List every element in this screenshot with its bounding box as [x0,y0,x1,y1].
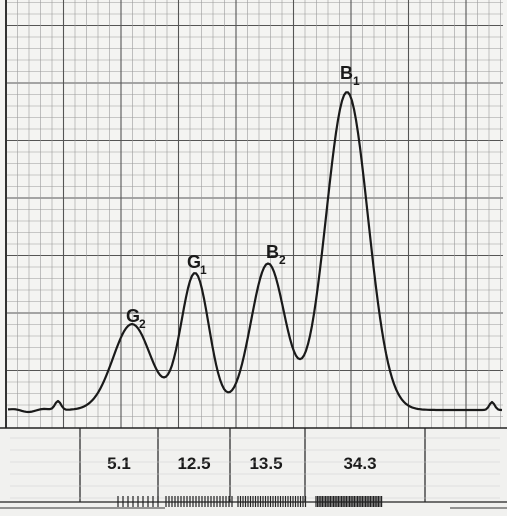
integration-ticks [117,496,383,507]
peak-label-subscript: 1 [353,74,360,88]
peak-value-label: 34.3 [343,454,376,473]
peak-label-subscript: 2 [139,317,146,331]
graph-paper-grid [5,0,503,429]
peak-label: G [126,306,140,326]
peak-label: G [187,252,201,272]
density-curve [7,91,503,414]
peak-label-subscript: 2 [279,253,286,267]
peak-value-label: 12.5 [177,454,210,473]
peak-label: B [266,242,279,262]
peak-label-subscript: 1 [200,263,207,277]
peak-value-label: 13.5 [249,454,282,473]
peak-value-label: 5.1 [107,454,131,473]
peak-label: B [340,63,353,83]
